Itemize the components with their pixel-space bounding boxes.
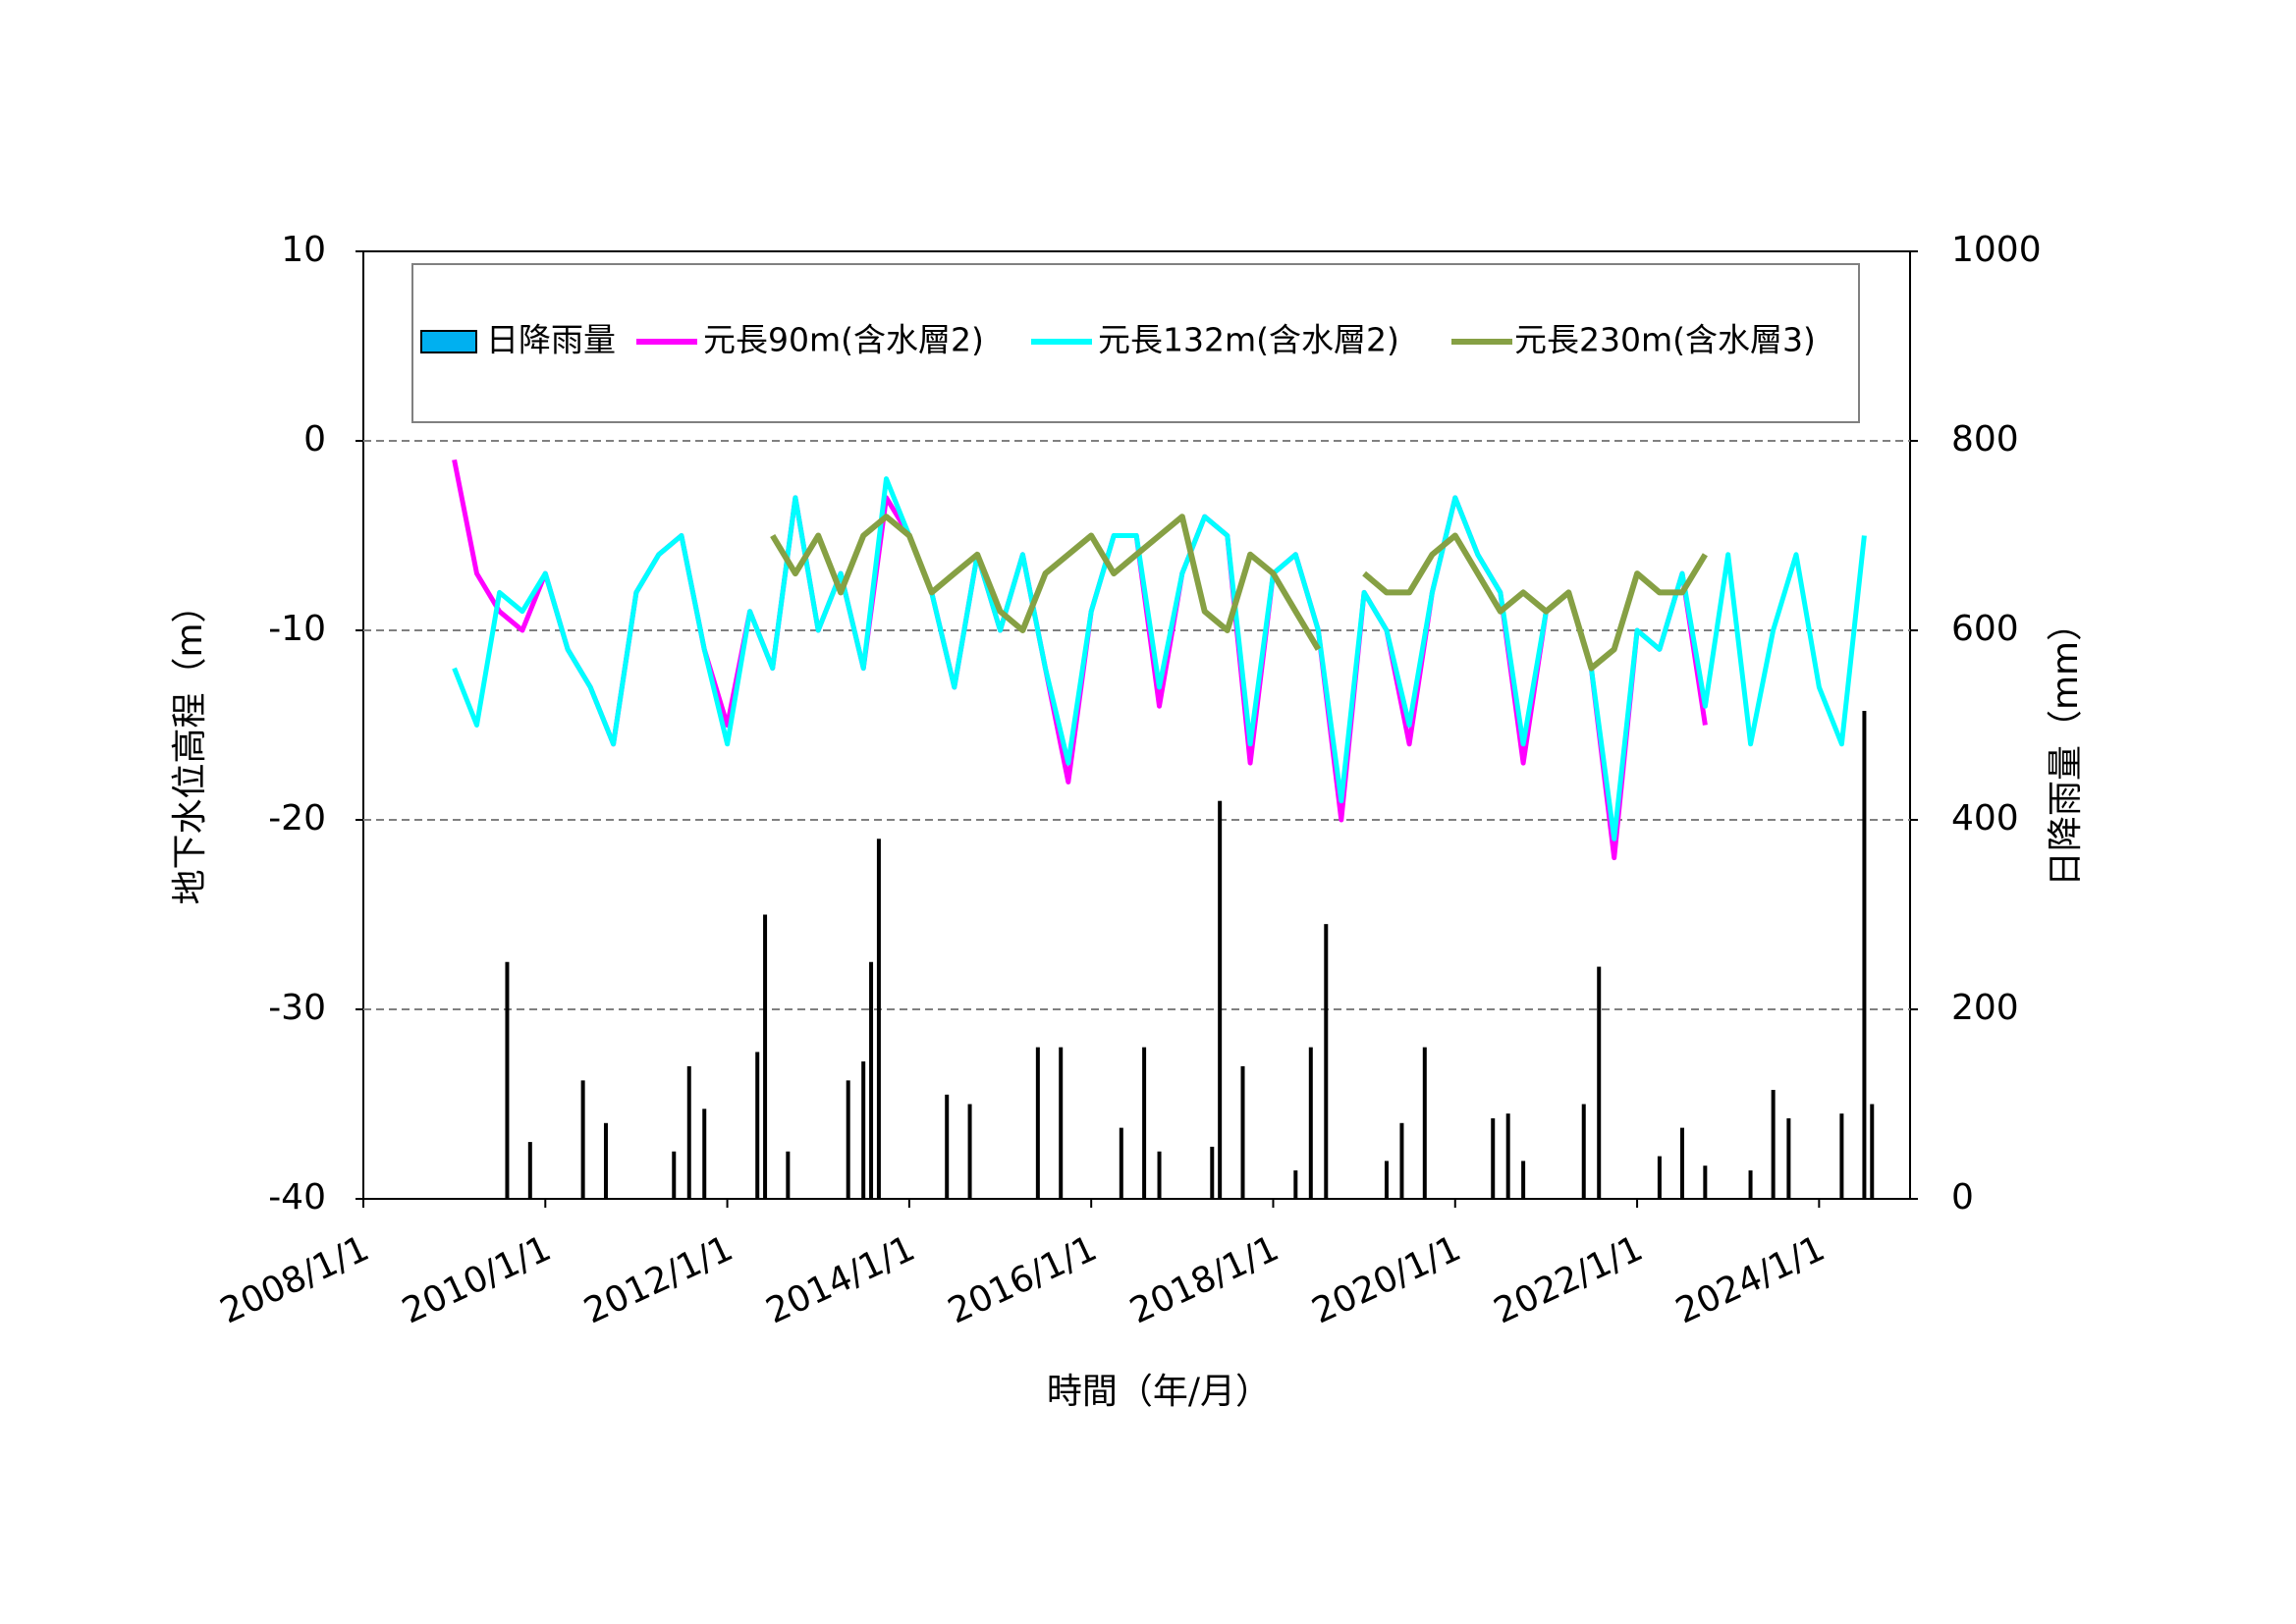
rain-bar: [580, 1080, 585, 1199]
series-line: [452, 476, 1867, 841]
rain-bar: [1324, 924, 1329, 1199]
rain-bar: [1581, 1104, 1586, 1199]
rain-bar: [1422, 1047, 1427, 1199]
legend-label: 元長132m(含水層2): [1098, 321, 1399, 359]
rain-bar: [1680, 1127, 1685, 1199]
legend-label: 日降雨量: [486, 321, 616, 359]
series-line: [452, 459, 1708, 861]
x-tick-label: 2008/1/1: [214, 1228, 375, 1331]
x-tick-label: 2022/1/1: [1488, 1228, 1649, 1331]
y-tick-label: -40: [268, 1177, 326, 1218]
rain-bar: [869, 961, 874, 1199]
rain-bar: [945, 1094, 950, 1199]
rain-bar: [1870, 1104, 1875, 1199]
x-tick-label: 2012/1/1: [578, 1228, 739, 1331]
x-axis-label: 時間（年/月）: [1047, 1372, 1271, 1412]
rain-bar: [1157, 1151, 1162, 1199]
rain-bar: [861, 1061, 866, 1199]
rain-bar: [846, 1080, 850, 1199]
rain-bar: [1505, 1113, 1510, 1199]
x-tick-label: 2018/1/1: [1124, 1228, 1285, 1331]
rain-bar: [1384, 1161, 1389, 1199]
y-tick-label: -10: [268, 609, 326, 649]
series-line: [770, 514, 1708, 672]
rain-bar: [1521, 1161, 1526, 1199]
rain-bar: [1293, 1170, 1298, 1199]
legend-label: 元長230m(含水層3): [1514, 321, 1816, 359]
legend-swatch: [420, 330, 477, 353]
legend-label: 元長90m(含水層2): [703, 321, 984, 359]
rain-bar: [1142, 1047, 1147, 1199]
rain-bar: [686, 1065, 691, 1199]
rain-bar: [1399, 1122, 1404, 1199]
y2-tick-label: 400: [1951, 798, 2019, 839]
y2-tick-label: 0: [1951, 1177, 1974, 1218]
rain-bar: [1597, 966, 1602, 1199]
x-tick-label: 2020/1/1: [1306, 1228, 1467, 1331]
y-tick-label: 0: [303, 419, 326, 460]
rain-bar: [755, 1052, 760, 1199]
x-tick-label: 2016/1/1: [942, 1228, 1103, 1331]
plot-frame: [362, 250, 1911, 1200]
rain-bar: [672, 1151, 677, 1199]
y-tick-label: -20: [268, 798, 326, 839]
rain-bar: [1240, 1065, 1245, 1199]
rain-bar: [1748, 1170, 1753, 1199]
rain-bar: [1786, 1117, 1791, 1199]
y2-tick-label: 800: [1951, 419, 2019, 460]
rain-bar: [1862, 711, 1867, 1199]
rain-bar: [702, 1109, 707, 1199]
rain-bar: [1119, 1127, 1123, 1199]
rain-bar: [1771, 1090, 1776, 1199]
y2-tick-label: 1000: [1951, 230, 2042, 270]
rain-bar: [876, 839, 881, 1199]
rain-bar: [505, 961, 510, 1199]
rain-bar: [763, 914, 768, 1199]
x-tick-label: 2014/1/1: [760, 1228, 921, 1331]
x-tick-label: 2024/1/1: [1670, 1228, 1831, 1331]
rain-bar: [1210, 1146, 1215, 1199]
rain-bar: [786, 1151, 791, 1199]
y2-tick-label: 200: [1951, 988, 2019, 1028]
rain-bar: [1657, 1156, 1662, 1199]
y2-axis-label: 日降雨量（mm）: [2046, 606, 2086, 887]
rain-bar: [967, 1104, 972, 1199]
rain-bar: [1308, 1047, 1313, 1199]
rain-bar: [1218, 800, 1223, 1199]
rain-bar: [527, 1142, 532, 1199]
y-tick-label: -30: [268, 988, 326, 1028]
rain-bar: [1059, 1047, 1064, 1199]
rain-bar: [1491, 1117, 1496, 1199]
rain-bar: [1035, 1047, 1040, 1199]
rain-bar: [603, 1122, 608, 1199]
x-tick-label: 2010/1/1: [396, 1228, 557, 1331]
rain-bar: [1839, 1113, 1844, 1199]
y-axis-label: 地下水位高程（m）: [170, 587, 210, 904]
y-tick-label: 10: [281, 230, 326, 270]
rain-bar: [1703, 1165, 1708, 1199]
y2-tick-label: 600: [1951, 609, 2019, 649]
